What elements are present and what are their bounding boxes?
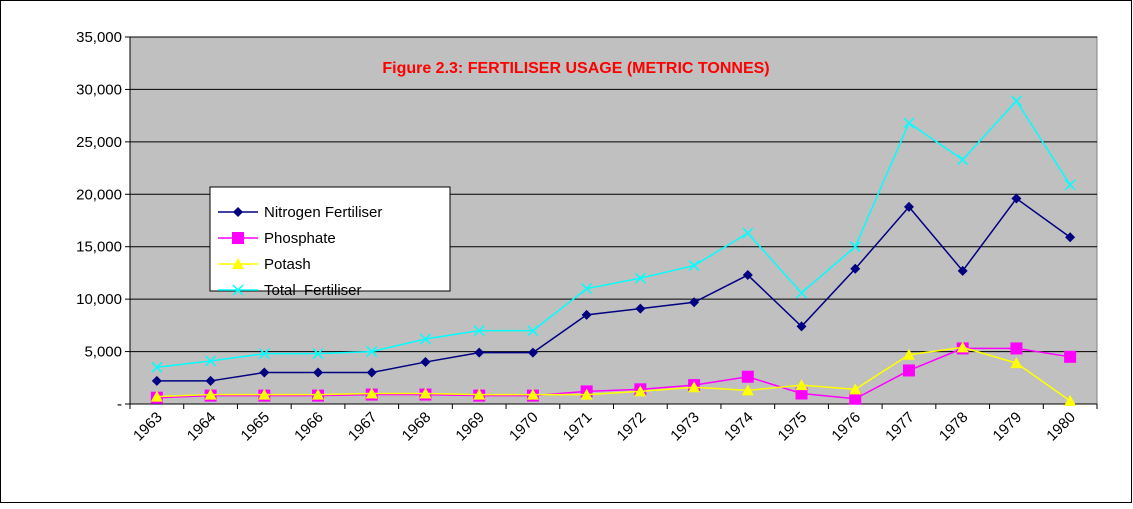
marker — [151, 375, 162, 386]
marker — [1064, 350, 1077, 363]
y-tick-label: 35,000 — [76, 29, 122, 46]
marker — [688, 260, 700, 272]
series — [150, 341, 1077, 406]
marker — [313, 367, 324, 378]
marker — [1010, 95, 1022, 107]
legend-label: Nitrogen Fertiliser — [264, 204, 382, 221]
marker — [581, 309, 592, 320]
marker — [581, 283, 593, 295]
marker — [1064, 394, 1077, 406]
marker — [956, 341, 969, 353]
marker — [232, 258, 244, 269]
marker — [689, 297, 700, 308]
marker — [1010, 357, 1023, 369]
series — [151, 193, 1076, 386]
marker — [635, 303, 646, 314]
series-line — [156, 347, 1071, 400]
y-tick-label: - — [117, 396, 122, 413]
marker — [849, 241, 861, 253]
y-tick-label: 10,000 — [76, 291, 122, 308]
marker — [849, 383, 862, 395]
marker — [957, 154, 969, 166]
marker — [902, 364, 915, 377]
legend-label: Potash — [264, 256, 311, 273]
marker — [796, 321, 807, 332]
marker — [903, 201, 914, 212]
marker — [232, 232, 244, 244]
marker — [957, 265, 968, 276]
series-line — [156, 99, 1071, 369]
legend: Nitrogen Fertiliser Phosphate Potash Total … — [209, 186, 451, 299]
marker — [850, 263, 861, 274]
marker — [151, 361, 163, 373]
marker — [634, 385, 647, 397]
y-tick-label: 30,000 — [76, 81, 122, 98]
marker — [527, 325, 539, 337]
y-tick-label: 5,000 — [84, 344, 122, 361]
marker — [1011, 193, 1022, 204]
marker — [258, 388, 271, 400]
marker — [204, 388, 217, 400]
marker — [205, 375, 216, 386]
marker — [634, 272, 646, 284]
y-tick-label: 15,000 — [76, 239, 122, 256]
marker — [205, 355, 217, 367]
marker — [258, 348, 270, 360]
marker — [1065, 232, 1076, 243]
marker — [795, 287, 808, 299]
marker — [849, 392, 862, 405]
marker — [419, 333, 432, 345]
marker — [742, 270, 753, 281]
legend-label: Total Fertiliser — [264, 282, 362, 299]
marker — [312, 348, 324, 360]
series — [151, 95, 1076, 373]
marker — [473, 325, 485, 337]
marker — [259, 367, 270, 378]
marker — [312, 388, 325, 400]
legend-label: Phosphate — [264, 230, 336, 247]
marker — [365, 387, 378, 399]
marker — [1064, 179, 1076, 191]
chart-title: Figure 2.3: FERTILISER USAGE (METRIC TON… — [382, 60, 769, 77]
marker — [580, 388, 593, 400]
marker — [903, 117, 915, 129]
marker — [1010, 342, 1023, 355]
marker — [233, 207, 243, 217]
series-line — [156, 197, 1071, 382]
marker — [742, 227, 754, 239]
marker — [795, 379, 808, 391]
series-line — [156, 346, 1071, 402]
marker — [366, 367, 377, 378]
marker — [795, 387, 808, 400]
y-tick-label: 25,000 — [76, 134, 122, 151]
marker — [150, 390, 163, 402]
marker — [688, 381, 701, 393]
marker — [366, 346, 378, 358]
marker — [526, 388, 539, 400]
legend-box — [209, 186, 451, 292]
marker — [474, 347, 485, 358]
marker — [232, 284, 244, 296]
y-tick-label: 20,000 — [76, 186, 122, 203]
marker — [741, 370, 754, 383]
marker — [473, 388, 486, 400]
marker — [420, 357, 431, 368]
marker — [741, 384, 754, 396]
marker — [419, 387, 432, 399]
marker — [527, 347, 538, 358]
marker — [902, 348, 915, 360]
